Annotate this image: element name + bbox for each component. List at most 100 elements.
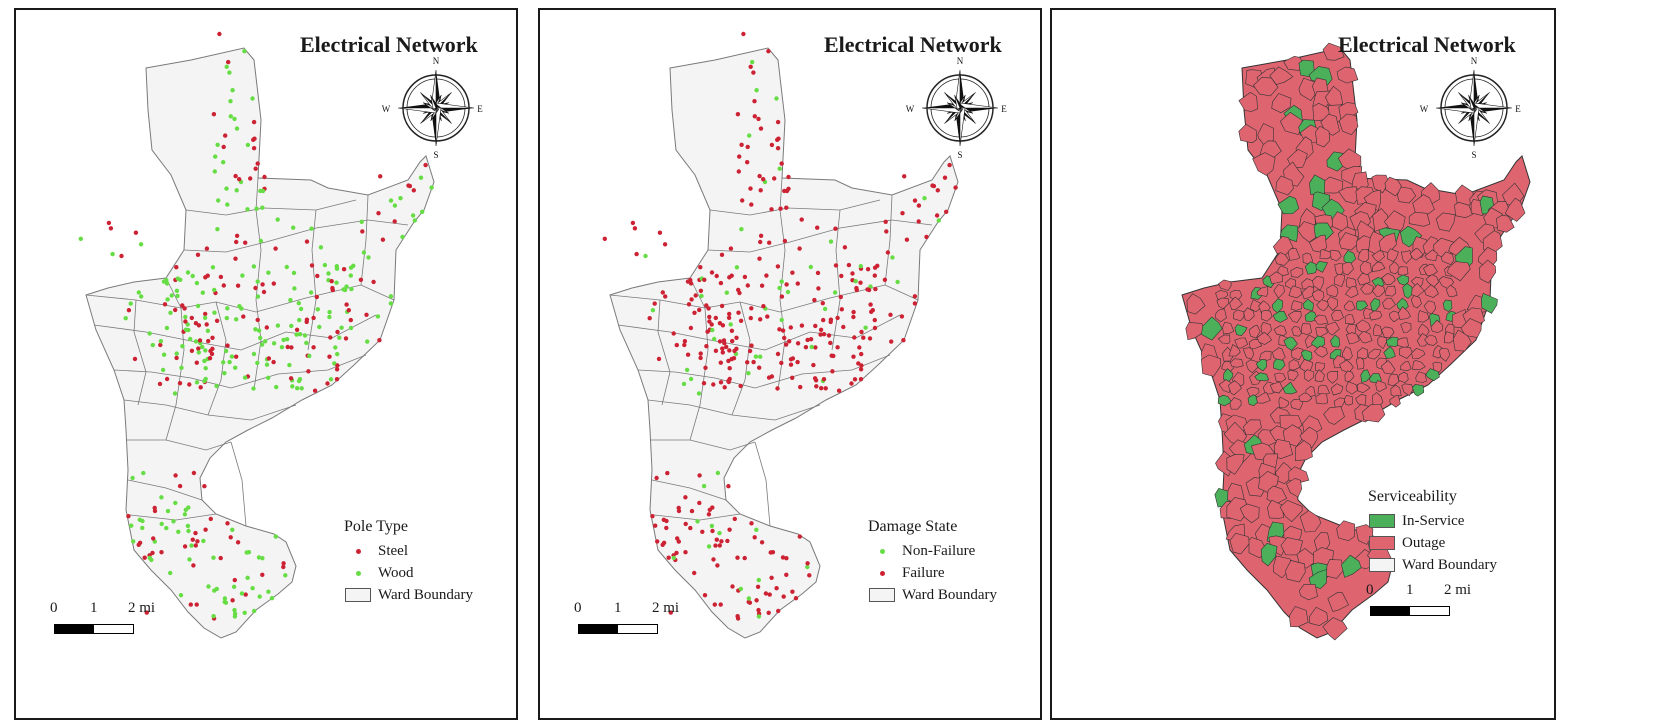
in-service-cell	[1402, 283, 1413, 299]
ward-boundary-line	[831, 209, 841, 351]
pole-point	[666, 555, 671, 560]
outage-cell	[1313, 345, 1328, 358]
outage-cell	[1218, 279, 1232, 291]
pole-point	[289, 323, 294, 329]
pole-point	[775, 146, 781, 151]
outage-cell	[1400, 250, 1413, 264]
pole-point	[732, 516, 737, 522]
pole-point	[872, 317, 877, 323]
compass-n-label: N	[957, 56, 964, 66]
pole-point	[953, 185, 958, 190]
outage-cell	[1222, 321, 1235, 335]
pole-point	[703, 365, 708, 370]
pole-point	[239, 591, 245, 596]
pole-point	[683, 495, 688, 500]
ward-boundary-line	[253, 177, 262, 391]
pole-point	[210, 265, 216, 270]
pole-point	[784, 572, 789, 577]
ward-boundary-line	[113, 354, 367, 389]
pole-point	[872, 265, 878, 270]
in-service-cell	[1298, 59, 1315, 78]
outage-cell	[1371, 174, 1390, 194]
scale-label-0: 0	[50, 600, 58, 616]
pole-point	[763, 591, 769, 596]
scale-label-2: 2 mi	[652, 600, 680, 616]
pole-point	[174, 265, 179, 270]
pole-point	[851, 354, 856, 359]
ward-boundary-line	[360, 194, 369, 286]
legend: Serviceability In-Service Outage Ward Bo…	[1368, 488, 1497, 576]
pole-point	[289, 345, 294, 350]
outage-cell	[1301, 285, 1314, 300]
pole-point	[189, 543, 194, 548]
pole-point	[258, 238, 264, 244]
pole-point	[193, 543, 198, 548]
pole-point	[784, 556, 789, 561]
pole-point	[212, 169, 217, 174]
pole-point	[788, 325, 793, 330]
pole-point	[294, 327, 300, 332]
pole-point	[736, 169, 741, 174]
pole-point	[228, 535, 233, 540]
outage-cell	[1345, 285, 1359, 299]
pole-point	[168, 310, 173, 315]
pole-point	[805, 561, 810, 566]
outage-cell	[1274, 372, 1287, 383]
pole-point	[769, 575, 774, 580]
pole-point	[895, 279, 900, 285]
pole-point	[406, 183, 411, 188]
outage-cell	[1271, 93, 1292, 114]
pole-point	[186, 528, 191, 534]
outage-cell	[1387, 373, 1400, 387]
legend-title: Pole Type	[344, 518, 408, 535]
pole-point	[727, 527, 732, 532]
pole-point	[364, 312, 369, 317]
pole-point	[749, 202, 754, 207]
pole-point	[815, 225, 820, 230]
outage-cell	[1343, 395, 1353, 406]
compass-e-label: E	[1515, 104, 1521, 114]
pole-point	[722, 385, 727, 390]
outage-cell	[1435, 212, 1456, 232]
pole-point	[736, 310, 741, 315]
pole-point	[388, 198, 394, 203]
pole-point	[348, 273, 353, 278]
map-canvas: N S E W	[602, 31, 1007, 639]
outage-cell	[1424, 249, 1438, 262]
ward-boundary-line	[650, 439, 756, 451]
pole-point	[334, 280, 339, 285]
outage-cell	[1397, 306, 1411, 320]
pole-point	[182, 512, 188, 517]
pole-point	[232, 116, 237, 122]
outage-cell	[1342, 262, 1355, 276]
pole-point	[668, 610, 673, 615]
outage-swatch-icon	[1369, 536, 1395, 550]
pole-point	[838, 294, 843, 300]
scale-label-1: 1	[614, 600, 622, 616]
pole-point	[757, 365, 762, 370]
pole-point	[823, 386, 828, 391]
outage-cell	[1338, 186, 1359, 204]
pole-point	[183, 319, 188, 324]
ward-boundary-line	[707, 219, 933, 253]
map-panel-pole-type: N S E W Electrical Network Pole Type Steel …	[14, 8, 518, 720]
pole-point	[245, 207, 250, 212]
pole-point	[795, 341, 801, 346]
pole-point	[214, 383, 219, 389]
pole-point	[322, 262, 328, 268]
map-canvas: N S E W	[78, 31, 483, 639]
pole-point	[332, 361, 337, 366]
pole-point	[854, 285, 859, 291]
pole-point	[203, 311, 208, 317]
pole-point	[758, 126, 764, 131]
compass-s-label: S	[957, 150, 962, 160]
pole-point	[262, 174, 267, 180]
pole-point	[273, 246, 278, 251]
legend-item: Steel	[344, 540, 473, 562]
pole-point	[707, 314, 712, 320]
ward-boundary-line	[884, 194, 893, 286]
pole-point	[234, 239, 239, 245]
pole-point	[388, 301, 394, 306]
pole-point	[852, 335, 857, 340]
pole-point	[717, 543, 722, 548]
